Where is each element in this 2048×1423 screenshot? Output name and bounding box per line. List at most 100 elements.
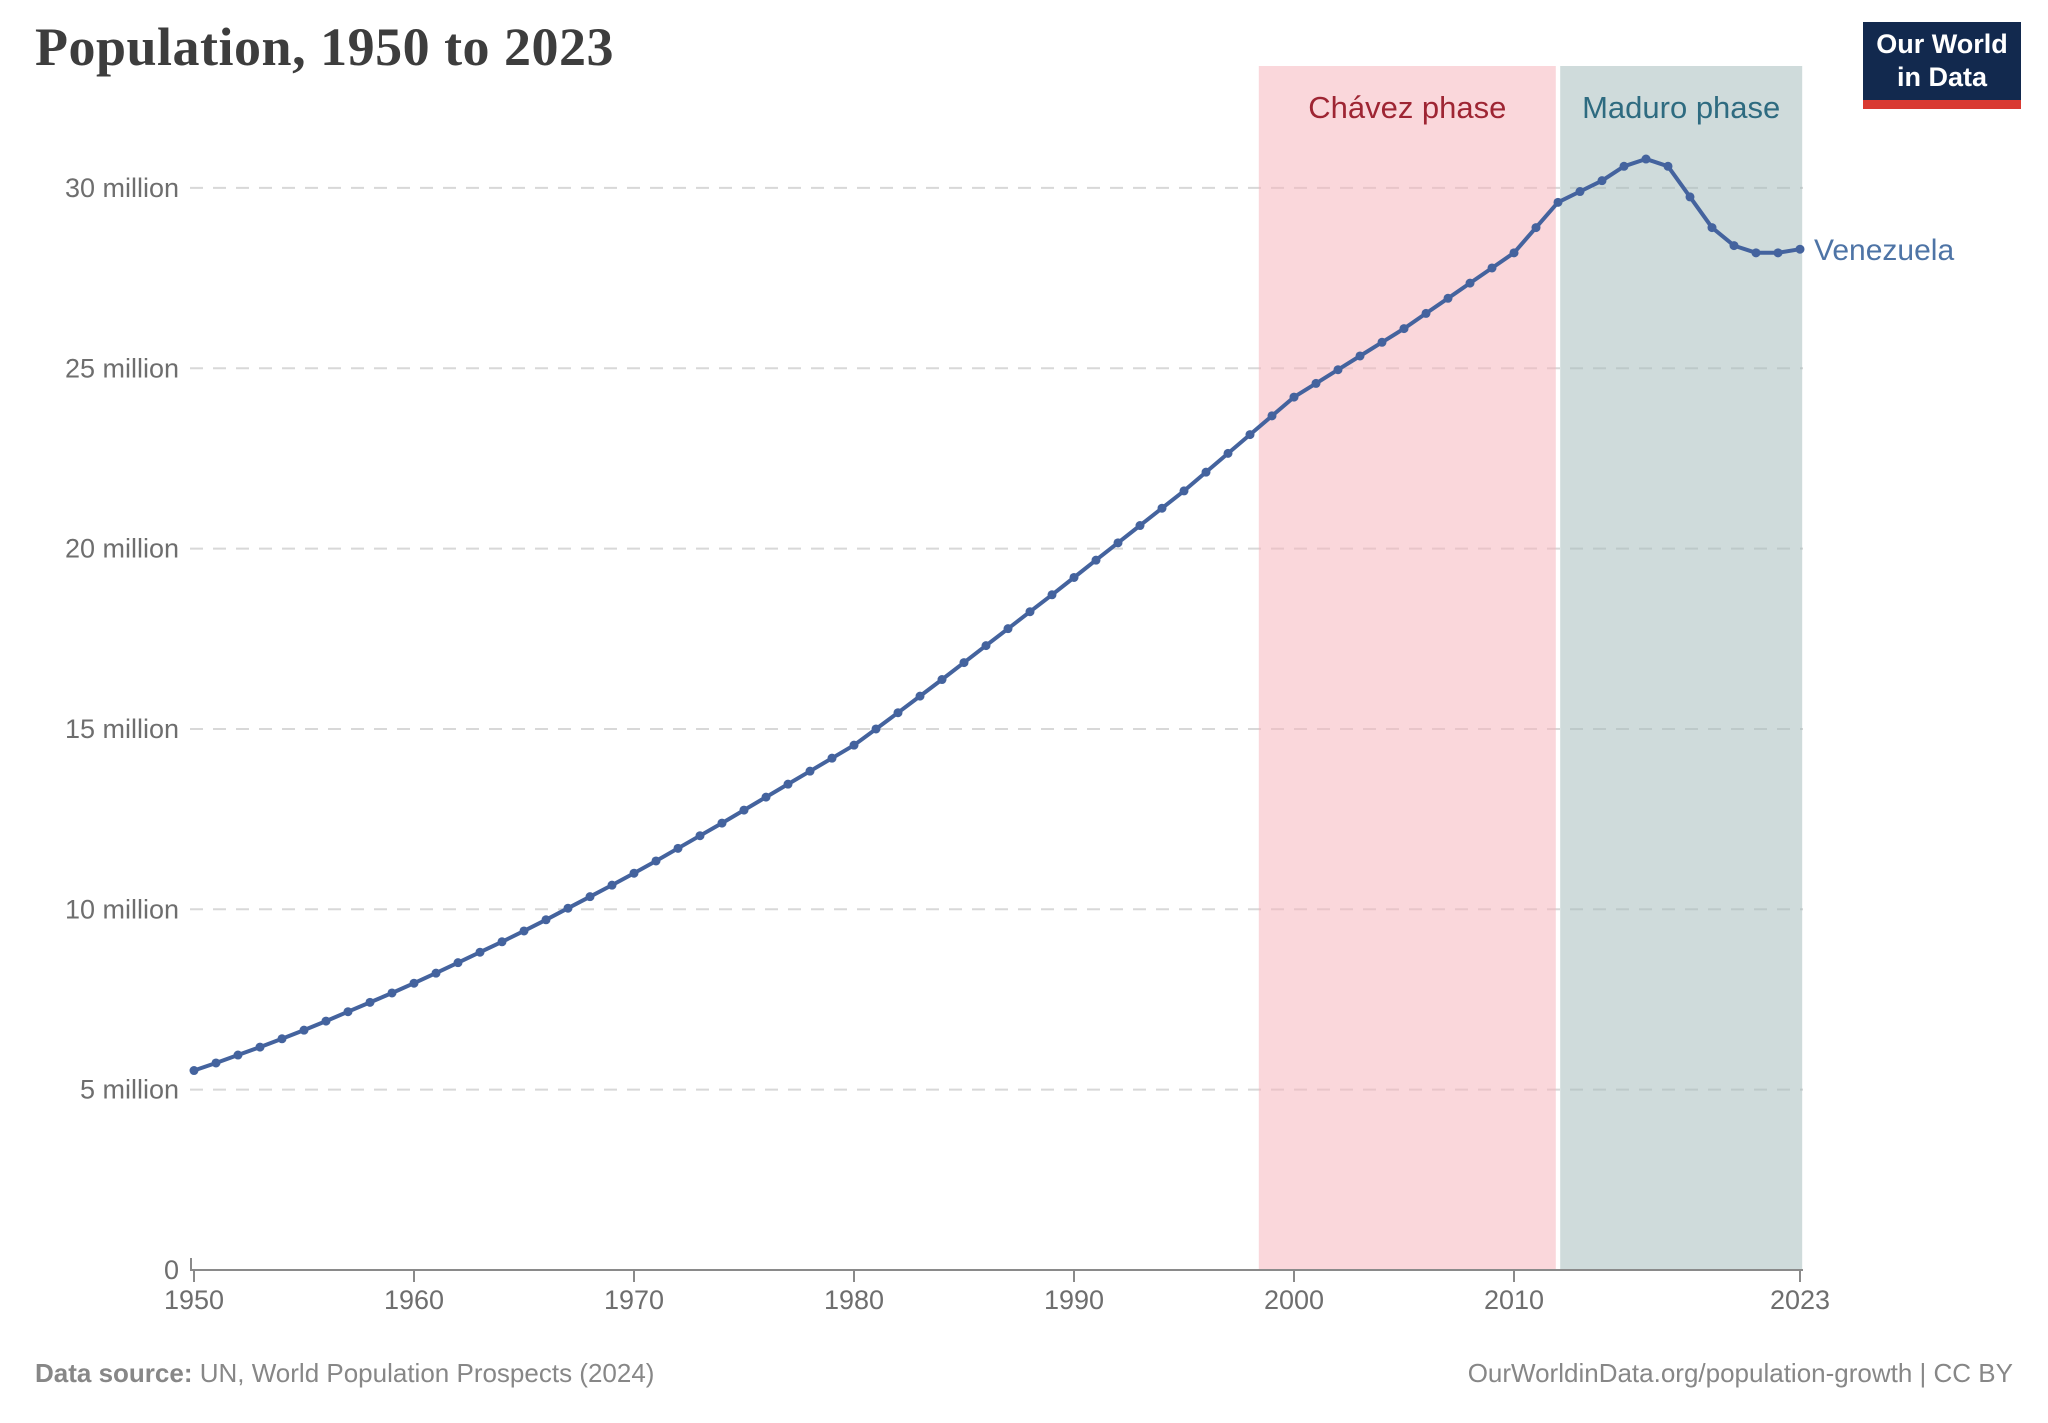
data-point <box>211 1058 221 1068</box>
data-point <box>409 978 419 988</box>
data-point <box>1619 161 1629 171</box>
x-tick-label: 1980 <box>824 1285 884 1315</box>
data-point <box>673 843 683 853</box>
data-point <box>607 880 617 890</box>
venezuela-series-points <box>189 154 1805 1076</box>
data-point <box>761 792 771 802</box>
data-point <box>805 766 815 776</box>
data-point <box>343 1007 353 1017</box>
data-point <box>431 968 441 978</box>
data-point <box>453 958 463 968</box>
owid-logo-line2: in Data <box>1896 62 1988 92</box>
data-point <box>387 988 397 998</box>
y-tick-label: 10 million <box>65 894 179 924</box>
data-point <box>1157 503 1167 513</box>
data-point <box>519 926 529 936</box>
x-axis: 1950 1960 1970 1980 1990 2000 2010 2023 <box>164 1258 1830 1315</box>
data-point <box>937 675 947 685</box>
data-point <box>1443 293 1453 303</box>
data-point <box>277 1034 287 1044</box>
data-point <box>541 915 551 925</box>
y-tick-label: 0 <box>164 1255 179 1285</box>
data-point <box>189 1066 199 1076</box>
y-tick-label: 5 million <box>80 1075 179 1105</box>
data-point <box>1465 278 1475 288</box>
y-axis-labels: 0 5 million 10 million 15 million 20 million… <box>65 173 179 1285</box>
data-point <box>1289 392 1299 402</box>
phase-region-chavez <box>1258 66 1556 1269</box>
data-point <box>915 691 925 701</box>
data-point <box>717 818 727 828</box>
data-point <box>475 947 485 957</box>
phase-regions: Chávez phase Maduro phase <box>1258 66 1803 1269</box>
data-point <box>365 997 375 1007</box>
phase-region-label: Maduro phase <box>1582 90 1780 125</box>
chart-footer: Data source: UN, World Population Prospe… <box>35 1358 2013 1389</box>
data-source-note: Data source: UN, World Population Prospe… <box>35 1358 654 1389</box>
x-tick-label: 1950 <box>164 1285 224 1315</box>
data-point <box>563 903 573 913</box>
data-point <box>1795 244 1805 254</box>
data-point <box>321 1016 331 1026</box>
data-point <box>255 1042 265 1052</box>
data-point <box>651 856 661 866</box>
data-point <box>827 753 837 763</box>
data-point <box>1069 572 1079 582</box>
phase-region-maduro <box>1560 66 1803 1269</box>
data-point <box>233 1050 243 1060</box>
data-point <box>695 831 705 841</box>
x-tick-label: 2010 <box>1484 1285 1544 1315</box>
chart-title: Population, 1950 to 2023 <box>35 17 615 77</box>
data-point <box>629 868 639 878</box>
data-point <box>1113 538 1123 548</box>
data-point <box>1487 263 1497 273</box>
data-point <box>1267 411 1277 421</box>
data-point <box>1663 161 1673 171</box>
data-point <box>783 779 793 789</box>
data-point <box>299 1025 309 1035</box>
data-point <box>1773 248 1783 258</box>
data-point <box>1751 248 1761 258</box>
data-point <box>1311 378 1321 388</box>
data-point <box>893 708 903 718</box>
data-point <box>1685 192 1695 202</box>
data-point <box>1553 197 1563 207</box>
data-point <box>739 805 749 815</box>
data-point <box>1377 337 1387 347</box>
x-tick-label: 1990 <box>1044 1285 1104 1315</box>
data-point <box>1421 308 1431 318</box>
data-point <box>1399 324 1409 334</box>
owid-logo-box: Our World in Data <box>1863 22 2021 100</box>
x-tick-label: 1970 <box>604 1285 664 1315</box>
data-point <box>1091 555 1101 565</box>
data-point <box>1003 624 1013 634</box>
data-point <box>1641 154 1651 164</box>
data-point <box>1355 351 1365 361</box>
data-point <box>1729 241 1739 251</box>
data-point <box>1135 521 1145 531</box>
data-point <box>1047 590 1057 600</box>
phase-region-label: Chávez phase <box>1308 90 1506 125</box>
owid-logo: Our World in Data <box>1863 22 2021 109</box>
data-point <box>497 937 507 947</box>
x-tick-label: 1960 <box>384 1285 444 1315</box>
data-point <box>1509 248 1519 258</box>
data-point <box>1597 176 1607 186</box>
data-source-text: UN, World Population Prospects (2024) <box>192 1358 655 1388</box>
y-tick-label: 30 million <box>65 173 179 203</box>
data-point <box>849 740 859 750</box>
owid-logo-line1: Our World <box>1876 29 2008 59</box>
data-source-label: Data source: <box>35 1358 193 1388</box>
y-tick-label: 25 million <box>65 353 179 383</box>
data-point <box>1179 486 1189 496</box>
y-tick-label: 20 million <box>65 534 179 564</box>
data-point <box>871 724 881 734</box>
data-point <box>1333 365 1343 375</box>
data-point <box>959 658 969 668</box>
footer-attribution: OurWorldinData.org/population-growth | C… <box>1467 1358 2013 1388</box>
y-tick-label: 15 million <box>65 714 179 744</box>
x-tick-label: 2000 <box>1264 1285 1324 1315</box>
data-point <box>1223 448 1233 458</box>
